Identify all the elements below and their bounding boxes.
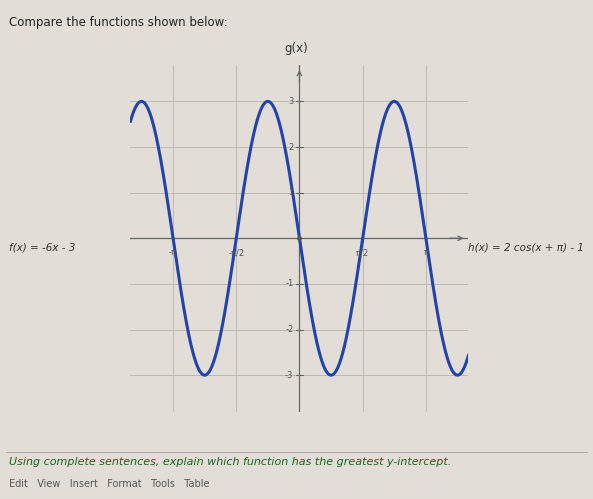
Text: -2: -2 [285,325,294,334]
Text: π/2: π/2 [356,249,369,257]
Text: h(x) = 2 cos(x + π) - 1: h(x) = 2 cos(x + π) - 1 [468,242,584,252]
Text: -3: -3 [285,371,294,380]
Text: -1: -1 [285,279,294,288]
Text: -π/2: -π/2 [228,249,244,257]
Text: 1: 1 [288,188,294,197]
Text: g(x): g(x) [285,42,308,55]
Text: 3: 3 [288,97,294,106]
Text: Compare the functions shown below:: Compare the functions shown below: [9,16,228,29]
Text: Edit   View   Insert   Format   Tools   Table: Edit View Insert Format Tools Table [9,479,209,489]
Text: f(x) = -6x - 3: f(x) = -6x - 3 [9,242,75,252]
Text: 2: 2 [288,143,294,152]
Text: -π: -π [169,249,177,257]
Text: Using complete sentences, explain which function has the greatest y-intercept.: Using complete sentences, explain which … [9,457,451,467]
Text: π: π [423,249,428,257]
